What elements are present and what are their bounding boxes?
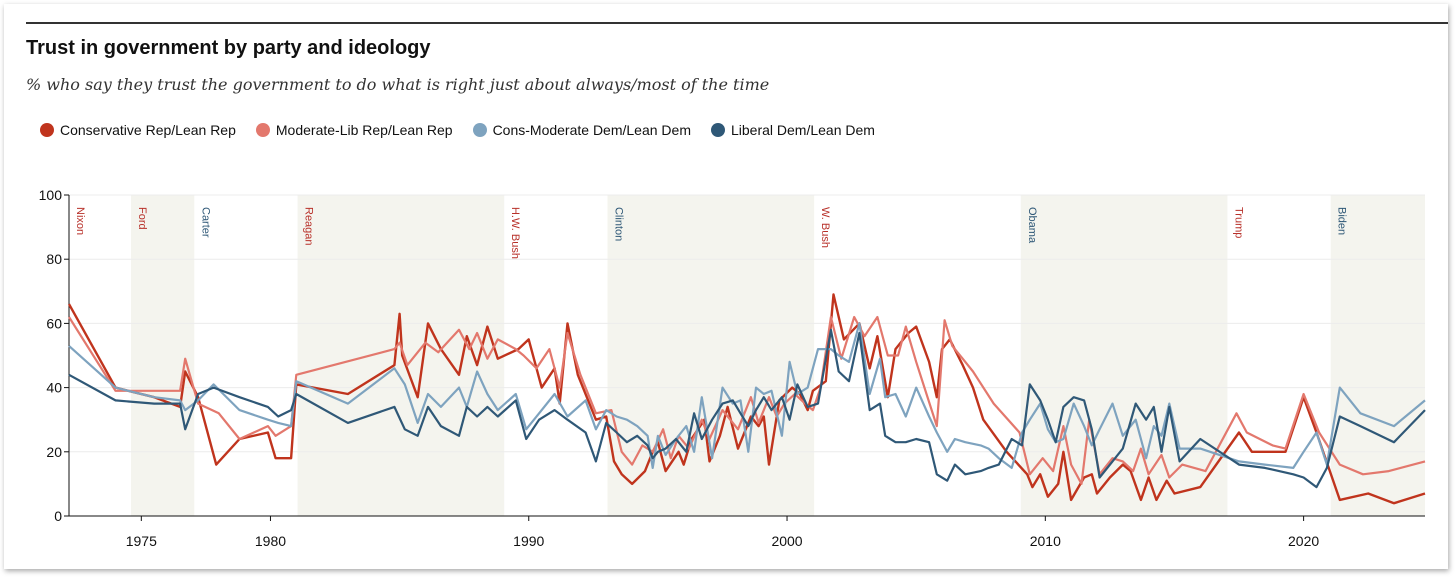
x-tick-label-2010: 2010 (1030, 533, 1061, 549)
term-shade-ford (130, 195, 195, 516)
president-label-w-bush: W. Bush (819, 207, 831, 248)
legend-label-liberal-dem: Liberal Dem/Lean Dem (730, 122, 875, 138)
y-tick-label-60: 60 (46, 315, 62, 331)
president-label-reagan: Reagan (303, 207, 315, 246)
y-tick-label-40: 40 (46, 380, 62, 396)
x-tick-label-1980: 1980 (255, 533, 286, 549)
president-label-obama: Obama (1026, 207, 1038, 244)
y-tick-label-20: 20 (46, 444, 62, 460)
series-line-conservative-rep (67, 293, 1426, 505)
president-label-nixon: Nixon (74, 207, 86, 235)
x-tick-label-2020: 2020 (1288, 533, 1319, 549)
top-rule (26, 22, 1448, 24)
legend-label-conservative-rep: Conservative Rep/Lean Rep (60, 122, 236, 138)
legend-item-moderate-rep: Moderate-Lib Rep/Lean Rep (255, 122, 453, 138)
legend-swatch-conservative-rep (40, 123, 54, 137)
x-tick-label-1990: 1990 (513, 533, 544, 549)
legend-item-cons-moderate-dem: Cons-Moderate Dem/Lean Dem (472, 122, 691, 138)
y-tick-label-80: 80 (46, 251, 62, 267)
president-label-trump: Trump (1232, 207, 1244, 238)
legend-item-liberal-dem: Liberal Dem/Lean Dem (710, 122, 875, 138)
president-label-h-w-bush: H.W. Bush (509, 207, 521, 259)
y-tick-label-0: 0 (54, 508, 62, 524)
president-label-carter: Carter (199, 207, 211, 238)
president-label-ford: Ford (136, 207, 148, 230)
series-line-cons-moderate-dem (68, 322, 1426, 469)
legend-swatch-liberal-dem (710, 123, 725, 137)
president-label-clinton: Clinton (613, 207, 625, 241)
president-label-biden: Biden (1336, 207, 1348, 235)
x-tick-label-1975: 1975 (126, 533, 157, 549)
x-tick-label-2000: 2000 (771, 533, 802, 549)
chart-subtitle: % who say they trust the government to d… (26, 75, 770, 94)
term-shade-biden (1330, 195, 1425, 516)
legend-swatch-cons-moderate-dem (472, 123, 487, 137)
legend: Conservative Rep/Lean Rep Moderate-Lib R… (40, 122, 895, 138)
y-tick-label-100: 100 (39, 187, 63, 203)
legend-item-conservative-rep: Conservative Rep/Lean Rep (40, 122, 236, 138)
series-line-moderate-rep (68, 315, 1426, 485)
legend-label-moderate-rep: Moderate-Lib Rep/Lean Rep (275, 122, 453, 138)
term-shade-clinton (607, 195, 815, 516)
chart-title: Trust in government by party and ideolog… (26, 37, 431, 59)
term-shade-reagan (297, 195, 505, 516)
series-line-liberal-dem (68, 328, 1426, 489)
legend-label-cons-moderate-dem: Cons-Moderate Dem/Lean Dem (492, 122, 691, 138)
legend-swatch-moderate-rep (255, 123, 270, 137)
